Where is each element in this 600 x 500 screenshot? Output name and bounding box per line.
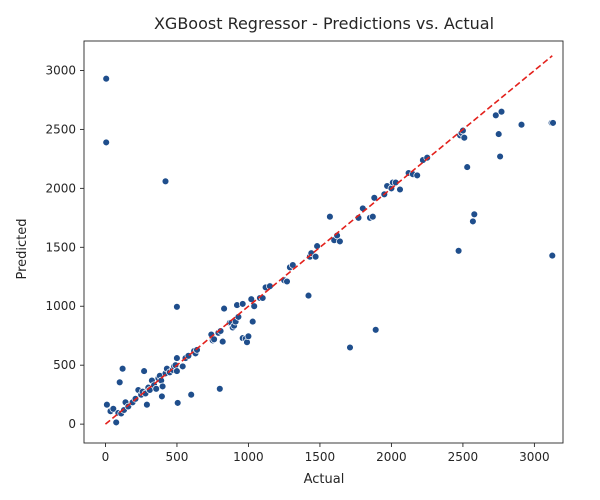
x-axis-label: Actual: [304, 472, 345, 487]
data-point: [244, 332, 253, 341]
data-point: [369, 212, 377, 221]
data-point: [161, 177, 170, 186]
data-point: [178, 362, 187, 371]
data-point: [469, 217, 477, 226]
data-point: [173, 354, 181, 362]
data-point: [173, 367, 181, 375]
data-point: [250, 302, 258, 310]
data-point: [248, 317, 257, 326]
data-point: [216, 385, 224, 393]
y-tick-label: 2000: [45, 181, 76, 195]
data-point: [115, 378, 124, 387]
data-point: [396, 185, 404, 194]
data-point: [326, 212, 334, 221]
y-tick-label: 1000: [45, 299, 76, 313]
data-point: [494, 130, 503, 138]
plot-frame: [83, 40, 564, 444]
y-axis: 0 500 1000 1500 2000 2500 3000: [45, 63, 84, 431]
x-tick-label: 3000: [519, 450, 550, 464]
data-point: [143, 400, 151, 409]
data-point: [102, 138, 110, 147]
x-tick-label: 500: [165, 450, 188, 464]
data-point: [210, 335, 218, 344]
data-points: [102, 74, 557, 427]
data-point: [313, 242, 321, 250]
data-point: [158, 392, 166, 401]
x-tick-label: 2500: [448, 450, 479, 464]
x-tick-label: 0: [102, 450, 110, 464]
data-point: [470, 210, 479, 219]
data-point: [218, 337, 227, 346]
y-tick-label: 3000: [45, 63, 76, 77]
y-tick-label: 2500: [45, 122, 76, 136]
chart-title: XGBoost Regressor - Predictions vs. Actu…: [154, 14, 494, 33]
data-point: [346, 343, 354, 352]
data-point: [413, 171, 421, 180]
data-point: [247, 295, 256, 303]
data-point: [173, 303, 181, 311]
y-tick-label: 0: [68, 417, 76, 431]
data-point: [371, 326, 380, 334]
data-point: [496, 152, 504, 161]
data-point: [140, 367, 148, 375]
data-point: [497, 107, 506, 116]
data-point: [304, 291, 313, 300]
x-axis: 0 500 1000 1500 2000 2500 3000: [102, 443, 550, 464]
data-point: [463, 163, 471, 171]
data-point: [158, 382, 167, 391]
data-point: [102, 74, 110, 83]
data-point: [492, 111, 500, 120]
data-point: [220, 304, 228, 313]
y-tick-label: 1500: [45, 240, 76, 254]
x-tick-label: 2000: [376, 450, 407, 464]
data-point: [173, 399, 182, 407]
data-point: [517, 120, 526, 129]
data-point: [283, 277, 291, 286]
data-point: [118, 364, 127, 373]
y-tick-label: 500: [53, 358, 76, 372]
data-point: [370, 194, 379, 202]
data-point: [336, 237, 344, 246]
data-point: [549, 119, 557, 127]
data-point: [311, 252, 320, 261]
data-point: [289, 261, 297, 269]
data-point: [187, 390, 195, 399]
data-point: [109, 405, 118, 413]
data-point: [103, 400, 111, 409]
data-point: [548, 251, 557, 260]
data-point: [238, 300, 247, 308]
y-axis-label: Predicted: [15, 218, 30, 279]
x-tick-label: 1500: [305, 450, 336, 464]
data-point: [152, 385, 160, 393]
data-point: [454, 247, 463, 255]
x-tick-label: 1000: [233, 450, 264, 464]
data-point: [112, 418, 120, 427]
reference-line: [104, 55, 553, 425]
data-point: [460, 133, 469, 142]
